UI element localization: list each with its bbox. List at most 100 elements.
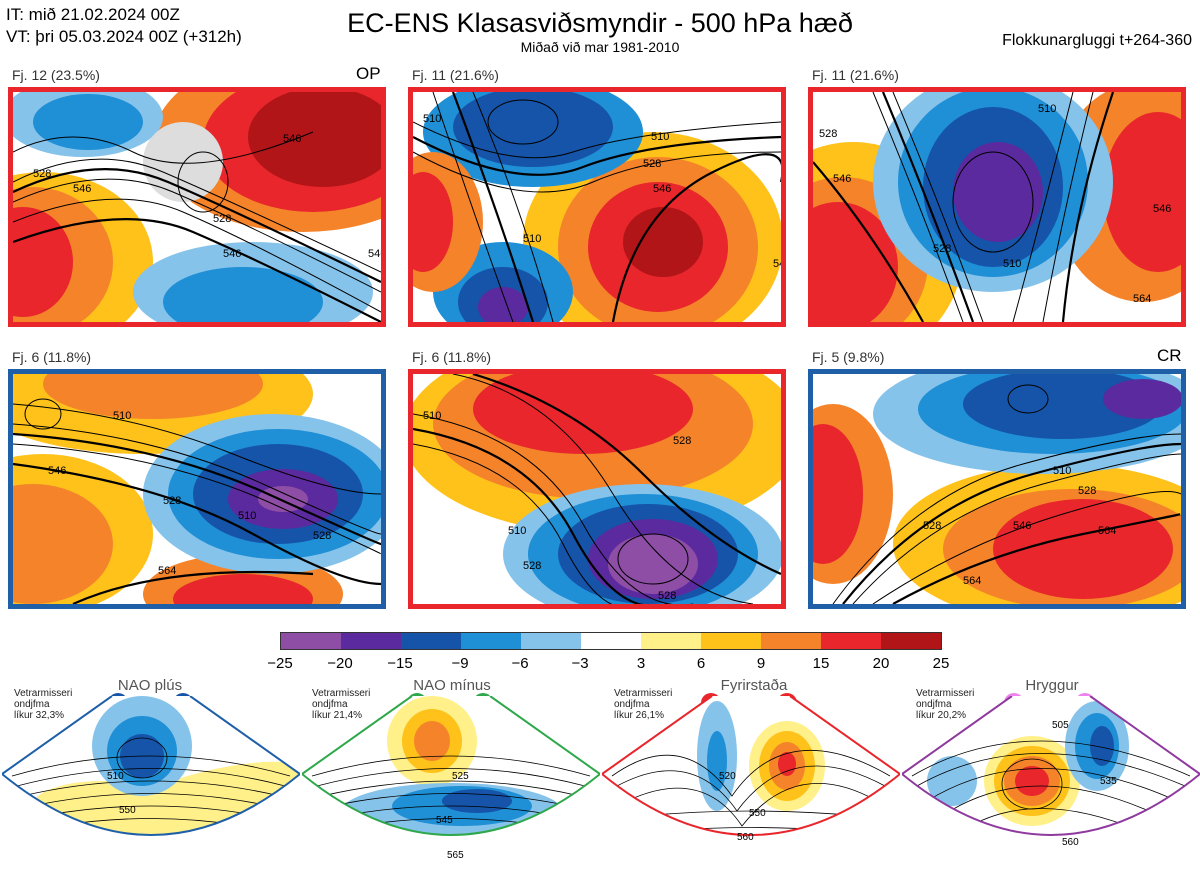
colorbar-swatch [641,633,701,649]
colorbar-tick: 3 [636,655,646,672]
contour-label: 528 [523,560,541,572]
colorbar-tick: −3 [571,655,589,672]
contour-label: 528 [673,435,691,447]
contour-label: 510 [1038,103,1056,115]
panel-5-label: Fj. 6 (11.8%) [412,349,492,365]
colorbar-swatch [521,633,581,649]
contour-label: 546 [368,248,381,260]
colorbar-tick: −25 [267,655,293,672]
colorbar-swatch [461,633,521,649]
colorbar-swatch [701,633,761,649]
colorbar-tick: 9 [756,655,766,672]
colorbar-tick: 20 [872,655,890,672]
contour-label: 510 [423,113,441,125]
regime-title-nao-plus: NAO plús [117,677,183,694]
contour-label: 520 [719,771,736,782]
contour-label: 550 [119,805,136,816]
contour-label: 528 [213,213,231,225]
regime-map-nao-plus: 510 550 [2,696,300,836]
contour-label: 528 [643,158,661,170]
colorbar-swatch [401,633,461,649]
colorbar-swatch [761,633,821,649]
regime-meta-nao-minus: Vetrarmisseri ondjfma líkur 21,4% [312,688,370,721]
cluster-panel-4: 510 546 528 510 528 564 [8,369,386,609]
contour-label: 564 [158,565,176,577]
cluster-panel-5: 510 528 510 528 528 [408,369,786,609]
panel-6-label: Fj. 5 (9.8%) [812,349,885,365]
contour-label: 510 [238,510,256,522]
regime-map-ridge: 505 535 560 [902,696,1200,848]
contour-label: 510 [508,525,526,537]
regime-map-blocking: 520 550 560 [602,696,900,843]
colorbar-swatch [341,633,401,649]
colorbar-tick: −15 [387,655,413,672]
cluster-panel-6: 510 528 528 546 564 564 [808,369,1186,609]
cluster-map-3: 510 528 546 528 510 564 546 [813,92,1181,322]
colorbar-tick: −6 [511,655,529,672]
colorbar-swatch [821,633,881,649]
colorbar-swatch [881,633,941,649]
contour-label: 510 [1003,258,1021,270]
colorbar-tick: 15 [812,655,830,672]
regime-title-ridge: Hryggur [1025,677,1079,694]
panel-1-label: Fj. 12 (23.5%) [12,67,100,83]
colorbar-tick: 6 [696,655,706,672]
contour-label: 546 [1013,520,1031,532]
contour-label: 510 [107,771,124,782]
regime-meta-line: Vetrarmisseri [312,688,371,699]
contour-label: 528 [313,530,331,542]
regime-map-nao-minus: 525 545 565 [302,696,600,861]
contour-label: 546 [48,465,66,477]
contour-label: 560 [1062,837,1079,848]
colorbar-tick: −9 [451,655,469,672]
panel-2-label: Fj. 11 (21.6%) [412,67,499,83]
cluster-map-4: 510 546 528 510 528 564 [13,374,381,604]
colorbar-tick: 25 [932,655,950,672]
contour-label: 560 [737,832,754,843]
colorbar-swatch [581,633,641,649]
regime-meta-line: ondjfma [14,699,50,710]
contour-label: 564 [963,575,981,587]
contour-label: 545 [436,815,453,826]
cluster-map-5: 510 528 510 528 528 [413,374,781,604]
contour-label: 550 [749,808,766,819]
contour-label: 546 [223,248,241,260]
header-time-info: IT: mið 21.02.2024 00Z VT: þri 05.03.202… [6,4,242,48]
colorbar [280,632,942,650]
panel-3-label: Fj. 11 (21.6%) [812,67,899,83]
contour-label: 564 [1133,293,1151,305]
regime-meta-line: Vetrarmisseri [614,688,673,699]
contour-label: 546 [653,183,671,195]
contour-label: 546 [73,183,91,195]
panel-1-tag: OP [356,64,381,83]
regime-meta-line: ondjfma [312,699,348,710]
cluster-panel-3: 510 528 546 528 510 564 546 [808,87,1186,327]
cluster-map-2: 510 510 528 546 510 54 [413,92,781,322]
regime-title-nao-minus: NAO mínus [413,677,491,694]
cluster-panel-1: 546 528 546 528 546 546 [8,87,386,327]
contour-label: 546 [283,133,301,145]
regime-meta-blocking: Vetrarmisseri ondjfma líkur 26,1% [614,688,672,721]
colorbar-tick: −20 [327,655,353,672]
classification-window: Flokkunargluggi t+264-360 [1002,32,1192,49]
contour-label: 510 [651,131,669,143]
regime-meta-line: Vetrarmisseri [14,688,73,699]
contour-label: 528 [819,128,837,140]
contour-label: 510 [423,410,441,422]
cluster-map-6: 510 528 528 546 564 564 [813,374,1181,604]
page-title: EC-ENS Klasasviðsmyndir - 500 hPa hæð [347,8,853,38]
regime-meta-line: Vetrarmisseri [916,688,975,699]
initial-time: IT: mið 21.02.2024 00Z [6,5,180,24]
page-subtitle: Miðað við mar 1981-2010 [520,39,680,55]
contour-label: 528 [1078,485,1096,497]
contour-label: 528 [163,495,181,507]
contour-label: 528 [33,168,51,180]
regime-meta-line: líkur 32,3% [14,710,65,721]
contour-label: 54 [773,258,781,270]
contour-label: 564 [1098,525,1116,537]
panel-4-label: Fj. 6 (11.8%) [12,349,92,365]
contour-label: 510 [113,410,131,422]
cluster-panel-2: 510 510 528 546 510 54 [408,87,786,327]
contour-label: 510 [523,233,541,245]
regime-meta-line: líkur 26,1% [614,710,665,721]
